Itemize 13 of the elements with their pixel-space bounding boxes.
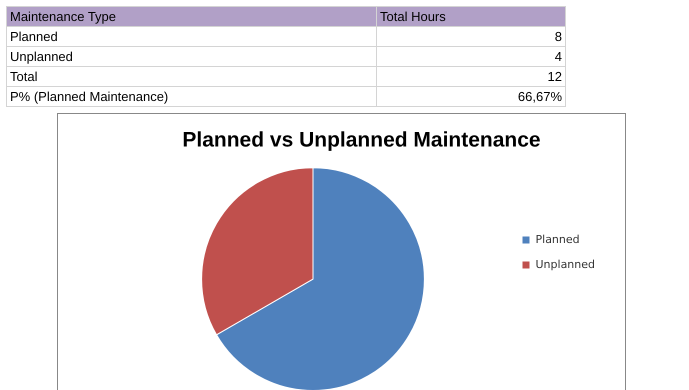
text: Unplanned [6,46,376,66]
chart-title: Planned vs Unplanned Maintenance [182,128,541,152]
text: 12 [376,66,566,86]
text: Total [6,66,376,86]
text: Total Hours [376,6,566,26]
text: 66,67% [376,86,566,106]
legend-label: Unplanned [536,258,596,271]
text: 8 [376,26,566,46]
text: P% (Planned Maintenance) [6,86,376,106]
legend-label: Planned [536,232,580,246]
text: Planned [6,26,376,46]
text: 4 [376,46,566,66]
text: Maintenance Type [6,6,376,26]
